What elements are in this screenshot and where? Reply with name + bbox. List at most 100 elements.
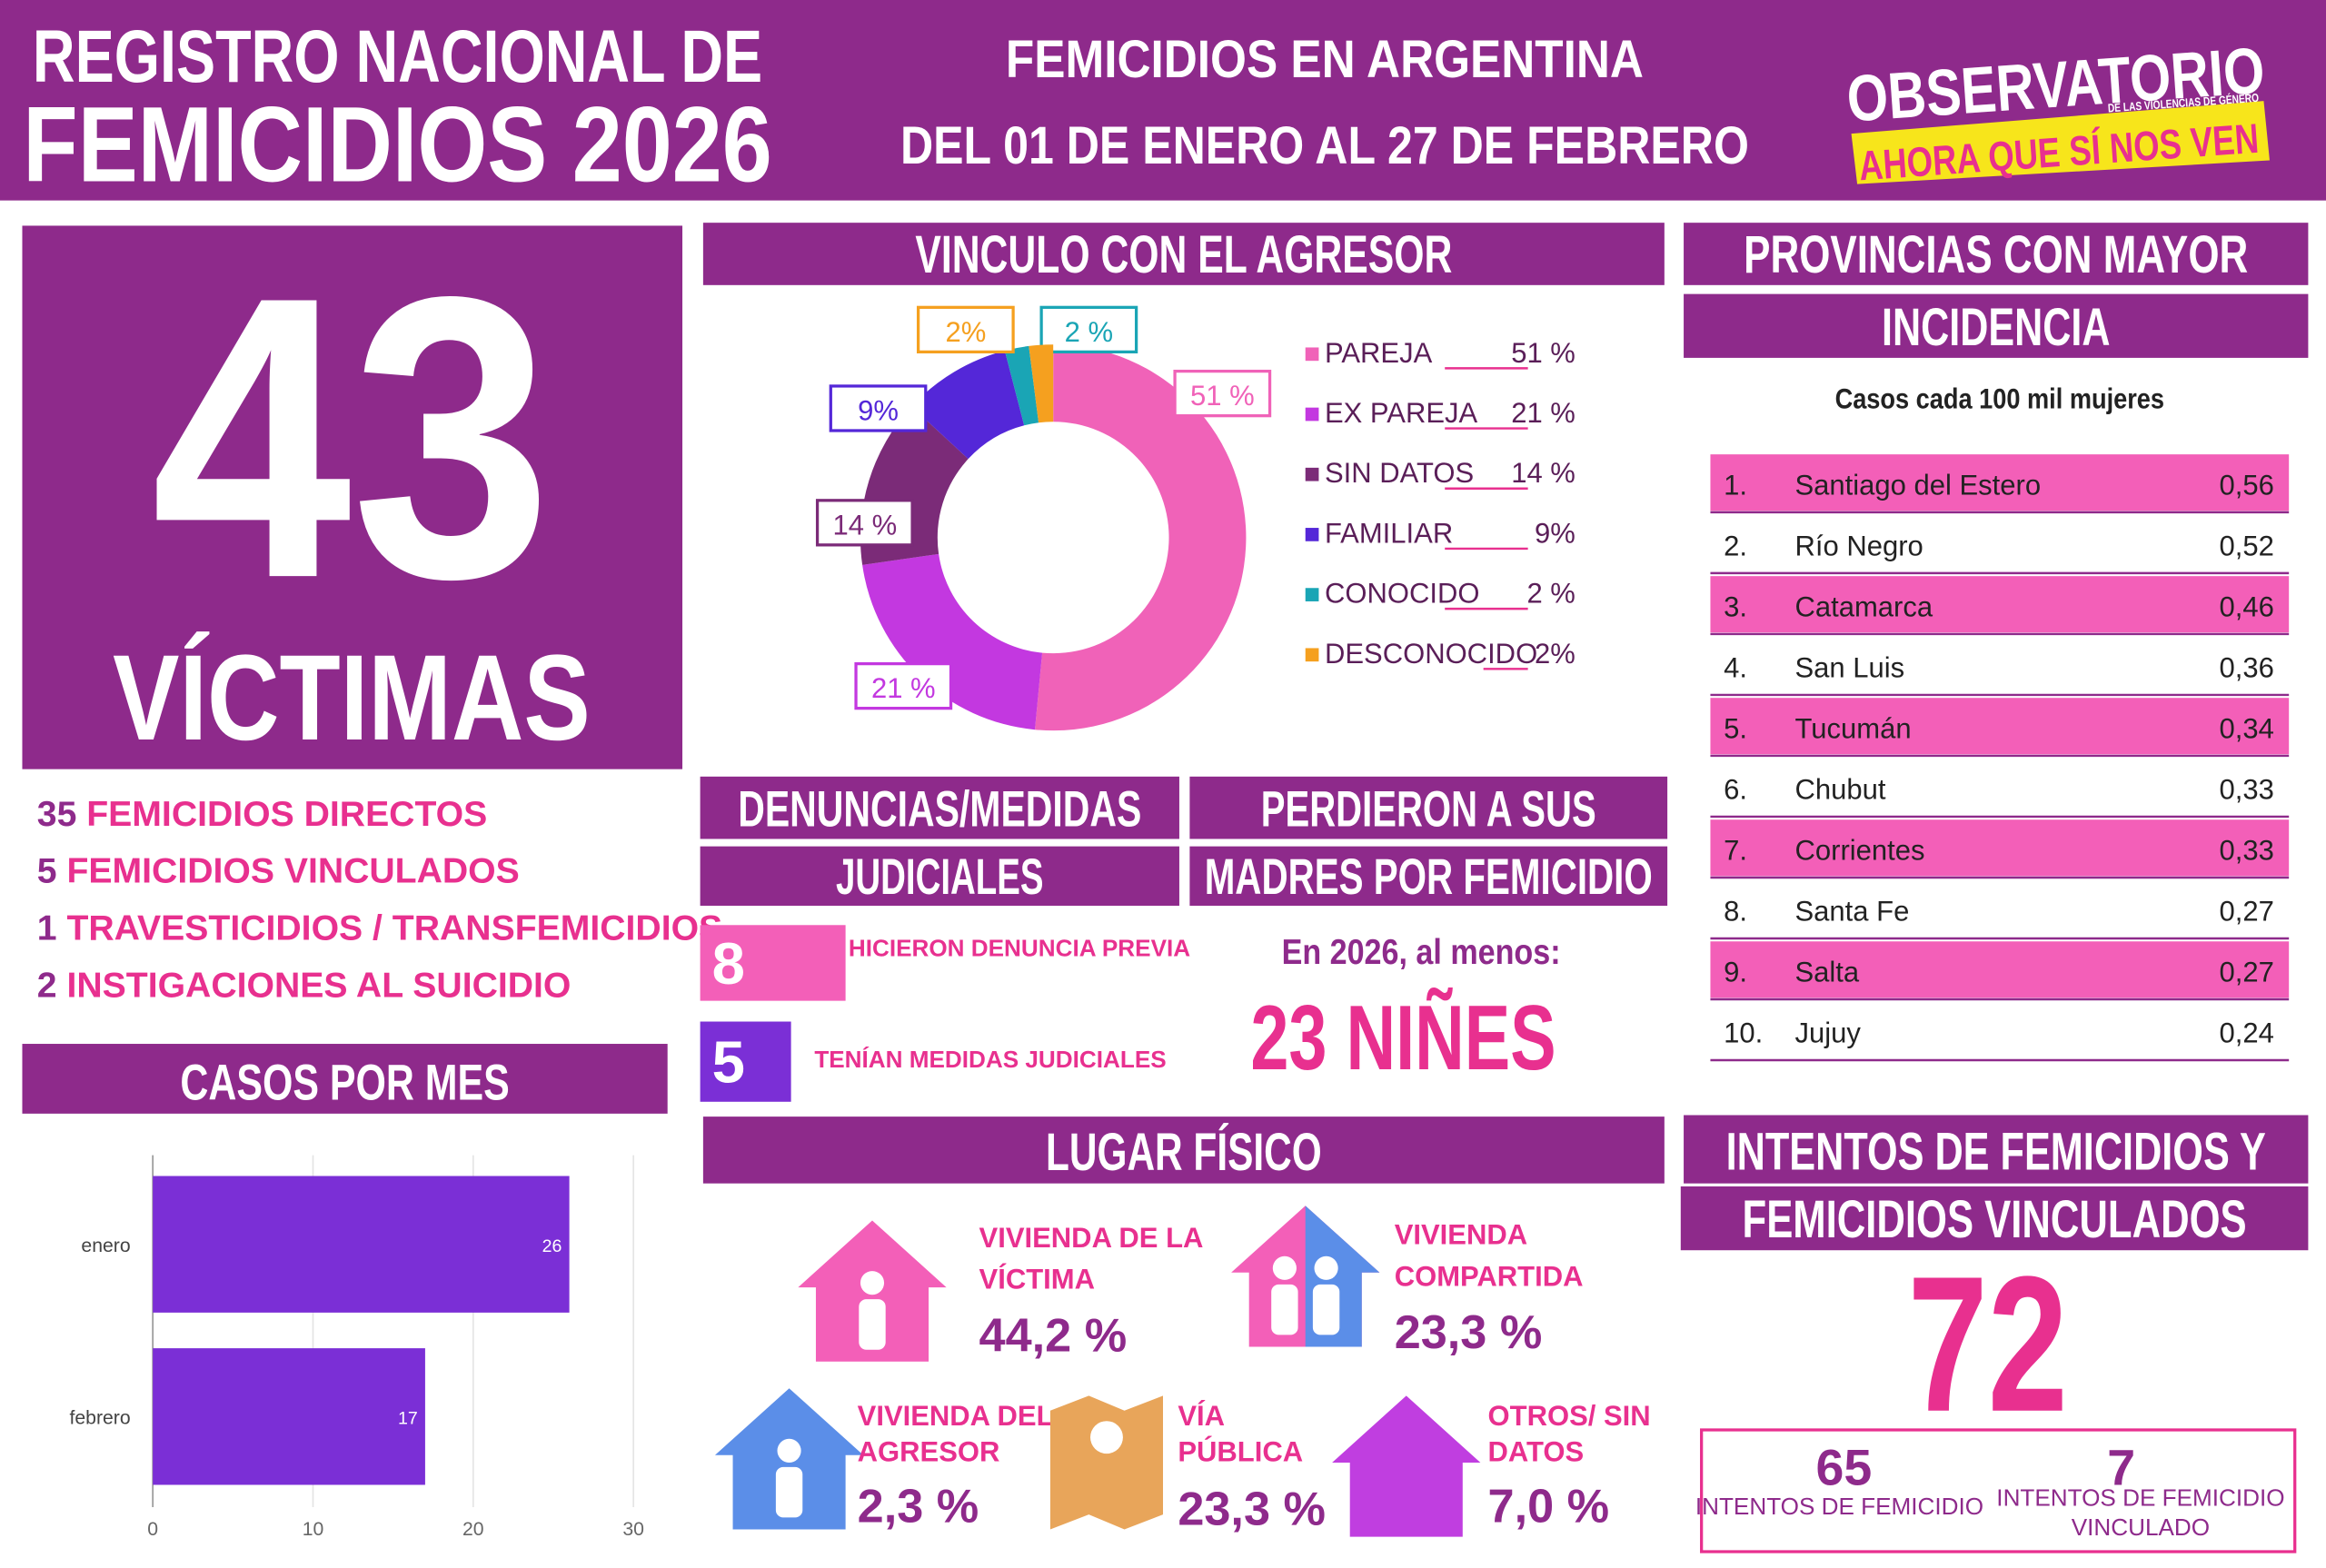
rate: 0,52 (2220, 530, 2274, 561)
attempts-label: INTENTOS DE FEMICIDIO (1996, 1484, 2284, 1511)
bar (153, 1348, 425, 1485)
place-value: 23,3 % (1178, 1484, 1326, 1536)
house-icon (1332, 1395, 1481, 1537)
callout-box (829, 384, 928, 432)
section-title: CASOS POR MES (180, 1054, 509, 1110)
province: Catamarca (1795, 590, 1933, 622)
callout-box (1039, 305, 1138, 354)
donut-slice (1029, 344, 1054, 423)
rate: 0,36 (2220, 651, 2274, 683)
rank: 9. (1724, 956, 1747, 987)
section-title: VINCULO CON EL AGRESOR (915, 225, 1452, 284)
table-row-bg (1710, 454, 2290, 511)
slice-label: 21 % (871, 672, 936, 704)
rate: 0,24 (2220, 1017, 2274, 1048)
complaint-bar (700, 925, 846, 1001)
callout-box (815, 499, 914, 547)
section-title: INTENTOS DE FEMICIDIOS Y (1726, 1123, 2266, 1182)
section-header (700, 846, 1179, 907)
bar-value-label: 26 (542, 1236, 562, 1256)
breakdown-count: 1 (37, 909, 57, 948)
bar-value-label: 17 (398, 1408, 418, 1428)
x-tick-label: 0 (147, 1519, 158, 1540)
slice-label: 2% (945, 316, 986, 348)
rank: 6. (1724, 773, 1747, 805)
attempts-label: INTENTOS DE FEMICIDIO (1695, 1493, 1983, 1520)
breakdown-label: TRAVESTICIDIOS / TRANSFEMICIDIOS (66, 909, 722, 948)
victims-box (22, 225, 683, 769)
legend-swatch (1305, 347, 1319, 362)
callout-box (916, 305, 1015, 354)
section-header (1189, 776, 1668, 839)
legend-swatch (1305, 648, 1319, 662)
rank: 4. (1724, 651, 1747, 683)
rank: 3. (1724, 590, 1747, 622)
province: Santiago del Estero (1795, 469, 2042, 501)
person-body (1271, 1284, 1298, 1335)
place-label: VIVIENDA DEL (858, 1400, 1054, 1432)
section-title: DENUNCIAS/MEDIDAS (738, 781, 1141, 838)
subtitle: FEMICIDIOS EN ARGENTINA (1006, 30, 1644, 89)
attempts-count: 65 (1816, 1439, 1873, 1495)
logo-strip (1851, 101, 2270, 184)
section-header (702, 1116, 1665, 1184)
place-label: VIVIENDA (1395, 1219, 1527, 1251)
place-label: VÍCTIMA (979, 1264, 1095, 1295)
person-body (775, 1466, 803, 1518)
table-row-bg (1710, 576, 2290, 633)
legend-swatch (1305, 588, 1319, 601)
victims-label: VÍCTIMAS (113, 630, 591, 766)
section-title: PERDIERON A SUS (1261, 781, 1596, 838)
section-title: PROVINCIAS CON MAYOR (1744, 225, 2248, 284)
rank: 5. (1724, 712, 1747, 744)
callout-box (854, 661, 953, 710)
person-head (860, 1271, 885, 1295)
legend-swatch (1305, 528, 1319, 541)
rank: 10. (1724, 1017, 1763, 1048)
breakdown-label: FEMICIDIOS VINCULADOS (66, 852, 519, 891)
donut-slice (1035, 344, 1247, 731)
section-header (1684, 1115, 2309, 1184)
complaint-bar (700, 1021, 791, 1102)
section-header (1189, 846, 1668, 907)
slice-label: 2 % (1065, 316, 1113, 348)
province: Corrientes (1795, 834, 1925, 866)
victims-total: 43 (152, 214, 552, 661)
breakdown-line: 5 FEMICIDIOS VINCULADOS (37, 852, 520, 891)
complaint-count: 8 (712, 930, 745, 997)
y-tick-label: febrero (69, 1407, 130, 1428)
legend-value: 51 % (1511, 337, 1576, 369)
section-header (1684, 223, 2309, 285)
breakdown-count: 35 (37, 795, 77, 834)
breakdown-count: 5 (37, 852, 57, 891)
slice-label: 51 % (1190, 380, 1255, 412)
legend-label: FAMILIAR (1325, 517, 1453, 549)
x-tick-label: 20 (462, 1519, 484, 1540)
complaint-count: 5 (712, 1028, 745, 1095)
place-value: 44,2 % (979, 1309, 1128, 1362)
section-header (1680, 1186, 2309, 1251)
attempts-count: 7 (2107, 1439, 2135, 1495)
place-value: 2,3 % (858, 1480, 979, 1533)
legend-value: 21 % (1511, 397, 1576, 429)
place-value: 7,0 % (1488, 1480, 1610, 1533)
person-body (1312, 1284, 1340, 1335)
section-header (700, 776, 1179, 839)
callout-box (1173, 369, 1272, 418)
province: San Luis (1795, 651, 1905, 683)
province: Jujuy (1795, 1017, 1862, 1048)
section-title: FEMICIDIOS VINCULADOS (1743, 1190, 2247, 1249)
section-header (1684, 293, 2309, 358)
table-row-bg (1710, 941, 2290, 998)
legend-swatch (1305, 407, 1319, 422)
section-title: JUDICIALES (836, 849, 1044, 905)
table-row-bg (1710, 819, 2290, 877)
breakdown-count: 2 (37, 967, 57, 1006)
attempts-box (1700, 1428, 2297, 1553)
x-tick-label: 10 (303, 1519, 324, 1540)
legend-value: 14 % (1511, 457, 1576, 489)
rate: 0,33 (2220, 834, 2274, 866)
person-head (777, 1438, 801, 1463)
province: Salta (1795, 956, 1860, 987)
